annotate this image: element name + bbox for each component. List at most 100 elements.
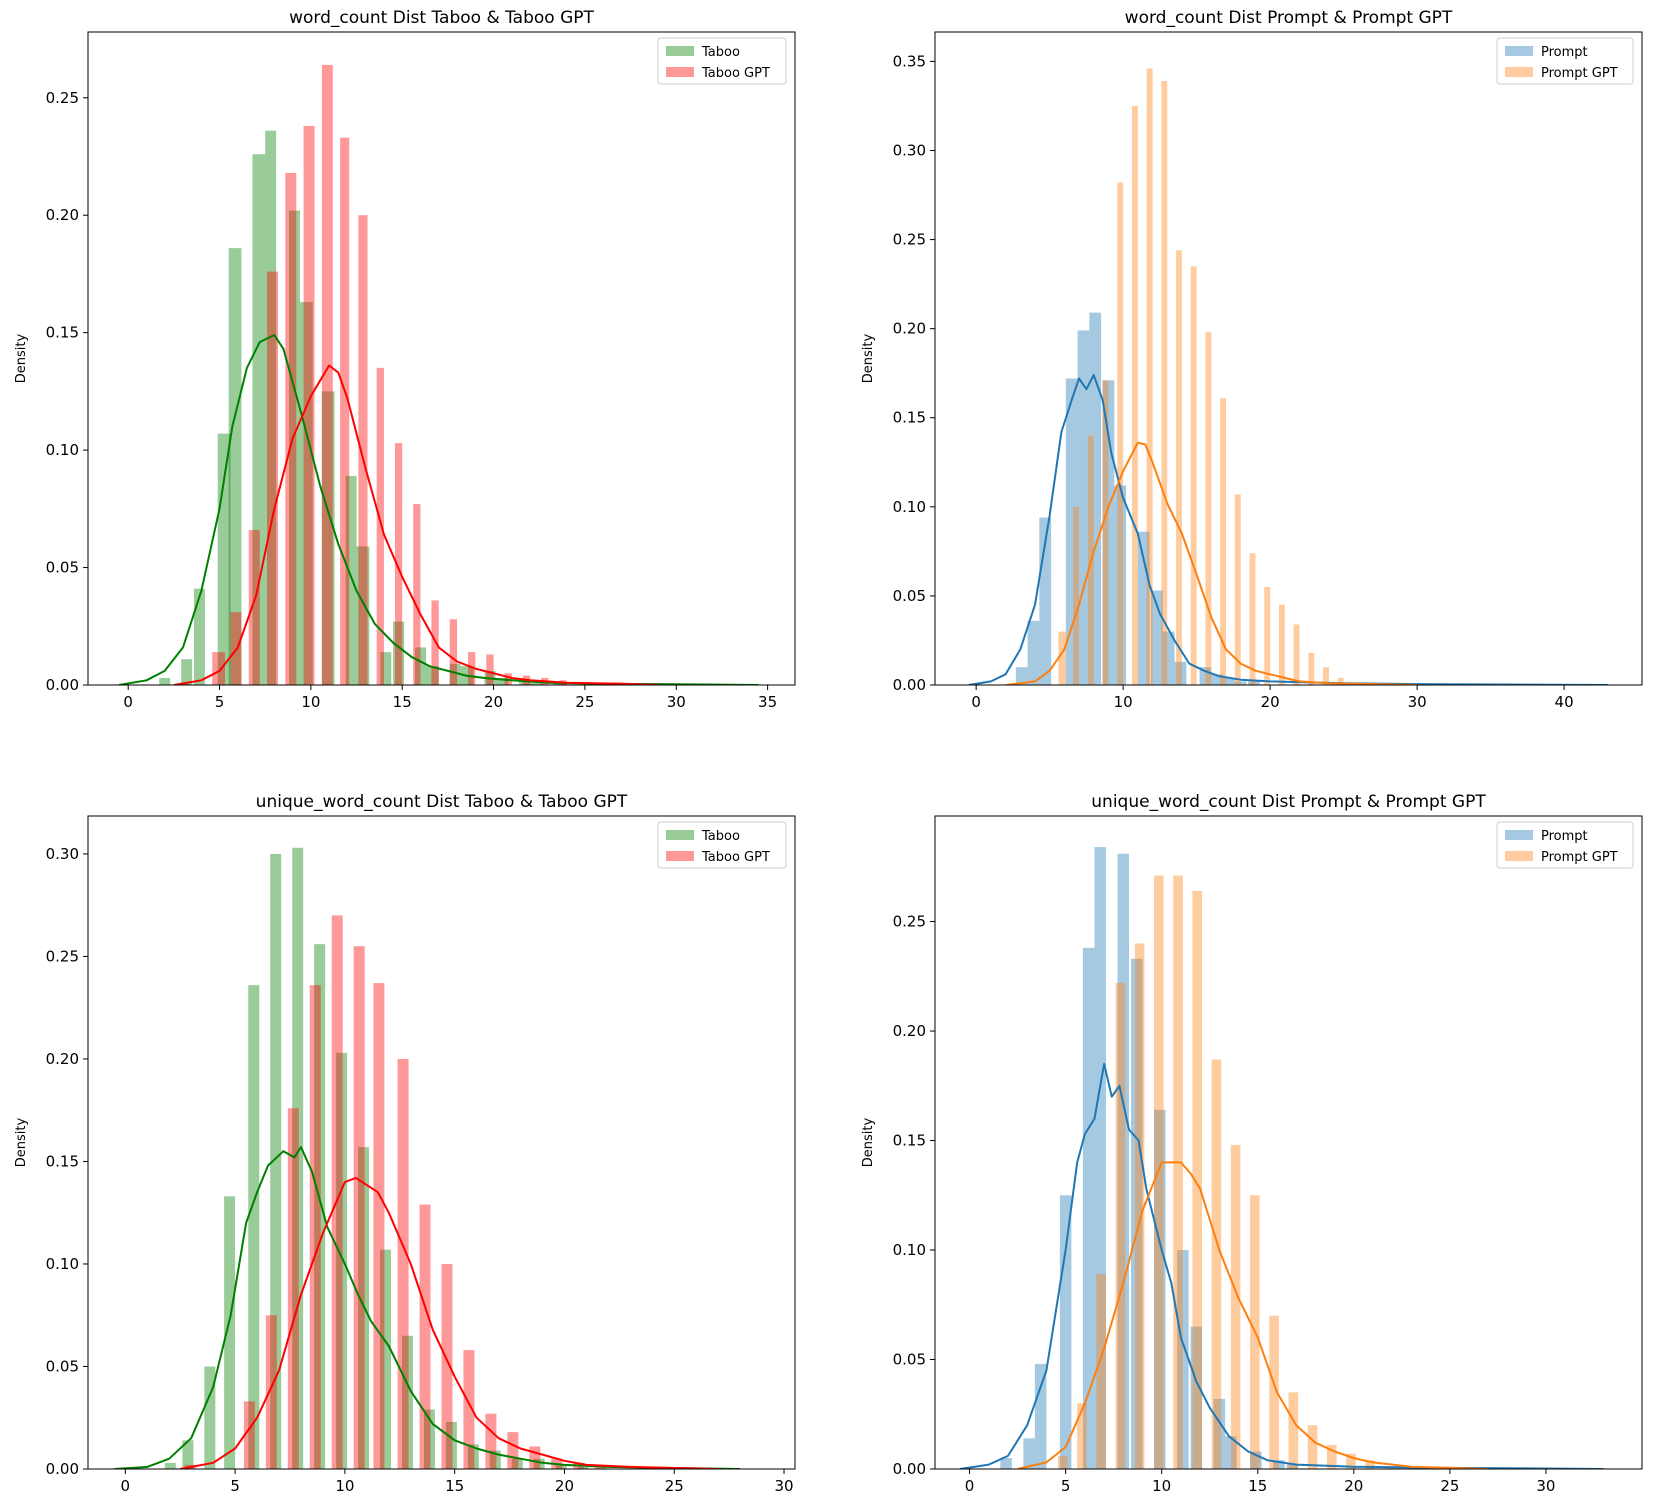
y-tick-label: 0.30 [893, 141, 926, 159]
y-tick-label: 0.10 [46, 1255, 79, 1273]
histogram-bar [507, 1432, 519, 1469]
plot-area [118, 64, 759, 685]
legend-swatch [666, 46, 694, 56]
histogram-bar [1102, 380, 1109, 685]
kde-line-prompt-gpt [1017, 1161, 1489, 1469]
chart-title: word_count Dist Taboo & Taboo GPT [289, 8, 594, 28]
histogram-bar [265, 1315, 277, 1469]
y-tick-label: 0.25 [893, 913, 926, 931]
x-tick-label: 0 [121, 1477, 131, 1495]
legend-label: Taboo [701, 45, 740, 60]
histogram-bar [1225, 1436, 1237, 1469]
histogram-prompt-gpt [1058, 68, 1359, 685]
plot-area [959, 847, 1604, 1469]
x-tick-label: 30 [1536, 1477, 1555, 1495]
x-tick-label: 35 [758, 693, 777, 711]
histogram-prompt [1015, 312, 1260, 685]
legend-label: Taboo [701, 829, 740, 844]
histogram-prompt [1000, 847, 1299, 1469]
axes-frame [934, 31, 1643, 686]
histogram-bar [181, 659, 193, 685]
histogram-bar [270, 853, 282, 1469]
legend-label: Prompt GPT [1541, 66, 1618, 81]
histogram-bar [321, 64, 333, 685]
y-tick-label: 0.25 [893, 231, 926, 249]
histogram-bar [1102, 380, 1115, 685]
histogram-bar [1094, 847, 1106, 1469]
legend-swatch [1505, 67, 1533, 77]
kde-line-taboo [118, 334, 759, 685]
histogram-taboo-gpt [184, 915, 607, 1469]
histogram-bar [1130, 958, 1143, 1469]
histogram-bar [1023, 1438, 1035, 1469]
histogram-bar [423, 1409, 435, 1469]
y-axis-label: Density [14, 1117, 29, 1167]
x-tick-label: 15 [1248, 1477, 1267, 1495]
histogram-bar [1154, 1109, 1166, 1469]
x-tick-label: 5 [230, 1477, 240, 1495]
histogram-bar [1192, 890, 1203, 1469]
histogram-bar [376, 367, 384, 685]
histogram-bar [425, 666, 439, 685]
x-tick-label: 25 [1440, 1477, 1459, 1495]
histogram-bar [1205, 332, 1212, 685]
histogram-bar [1211, 1059, 1222, 1469]
histogram-bar [1220, 398, 1227, 685]
histogram-bar [159, 677, 171, 685]
x-tick-label: 30 [1408, 693, 1427, 711]
histogram-bar [489, 1450, 501, 1469]
y-axis-label: Density [861, 1117, 876, 1167]
histogram-bar [287, 1108, 299, 1469]
histogram-bar [1077, 330, 1090, 685]
kde-line-taboo-gpt [180, 1176, 719, 1469]
legend: Prompt Prompt GPT [1496, 821, 1634, 869]
histogram-bar [577, 1466, 589, 1469]
x-tick-label: 10 [335, 1477, 354, 1495]
histogram-bar [1286, 1464, 1299, 1469]
histogram-bar [1065, 378, 1078, 685]
histogram-bar [356, 546, 370, 685]
y-tick-label: 0.15 [893, 1132, 926, 1150]
histogram-bar [1000, 1458, 1012, 1469]
histogram-bar [1213, 1398, 1226, 1469]
histogram-bar [1089, 312, 1102, 685]
histogram-bar [1249, 553, 1256, 685]
legend: Taboo Taboo GPT [657, 821, 787, 869]
chart-panel-2: 0 10 20 30 40 0.00 0.05 0.10 0.15 0.20 0.25 0.30 0.3… [861, 8, 1643, 711]
legend-box [657, 821, 787, 869]
histogram-bar [1057, 1455, 1068, 1469]
histogram-bar [358, 215, 368, 685]
x-tick-label: 40 [1555, 693, 1574, 711]
histogram-bar [1077, 1403, 1087, 1469]
y-tick-label: 0.20 [46, 206, 79, 224]
legend-box [657, 37, 787, 85]
legend-swatch [666, 851, 694, 861]
legend-swatch [1505, 46, 1533, 56]
histogram-bar [1211, 674, 1224, 685]
axes-frame [87, 815, 796, 1470]
y-tick-label: 0.00 [46, 676, 79, 694]
y-tick-label: 0.20 [46, 1050, 79, 1068]
histogram-bar [1015, 667, 1028, 685]
axes-frame [934, 815, 1643, 1470]
histogram-bar [394, 443, 403, 685]
x-tick-label: 0 [123, 693, 133, 711]
histogram-bar [1174, 661, 1187, 685]
x-tick-label: 20 [1344, 1477, 1363, 1495]
histogram-bar [1073, 506, 1080, 685]
histogram-bar [340, 137, 350, 685]
chart-title: unique_word_count Dist Taboo & Taboo GPT [256, 792, 628, 812]
histogram-bar [1190, 1326, 1203, 1469]
histogram-bar [224, 1196, 236, 1469]
histogram-bar [164, 1462, 176, 1469]
histogram-bar [1288, 1392, 1299, 1469]
histogram-bar [1027, 620, 1040, 685]
histogram-bar [445, 1421, 457, 1469]
histogram-bar [533, 1458, 545, 1469]
histogram-prompt-gpt [1057, 875, 1395, 1469]
histogram-bar [467, 1444, 479, 1469]
histogram-bar [309, 985, 321, 1469]
x-tick-label: 5 [1061, 1477, 1071, 1495]
y-tick-label: 0.10 [893, 498, 926, 516]
histogram-bar [285, 172, 297, 685]
